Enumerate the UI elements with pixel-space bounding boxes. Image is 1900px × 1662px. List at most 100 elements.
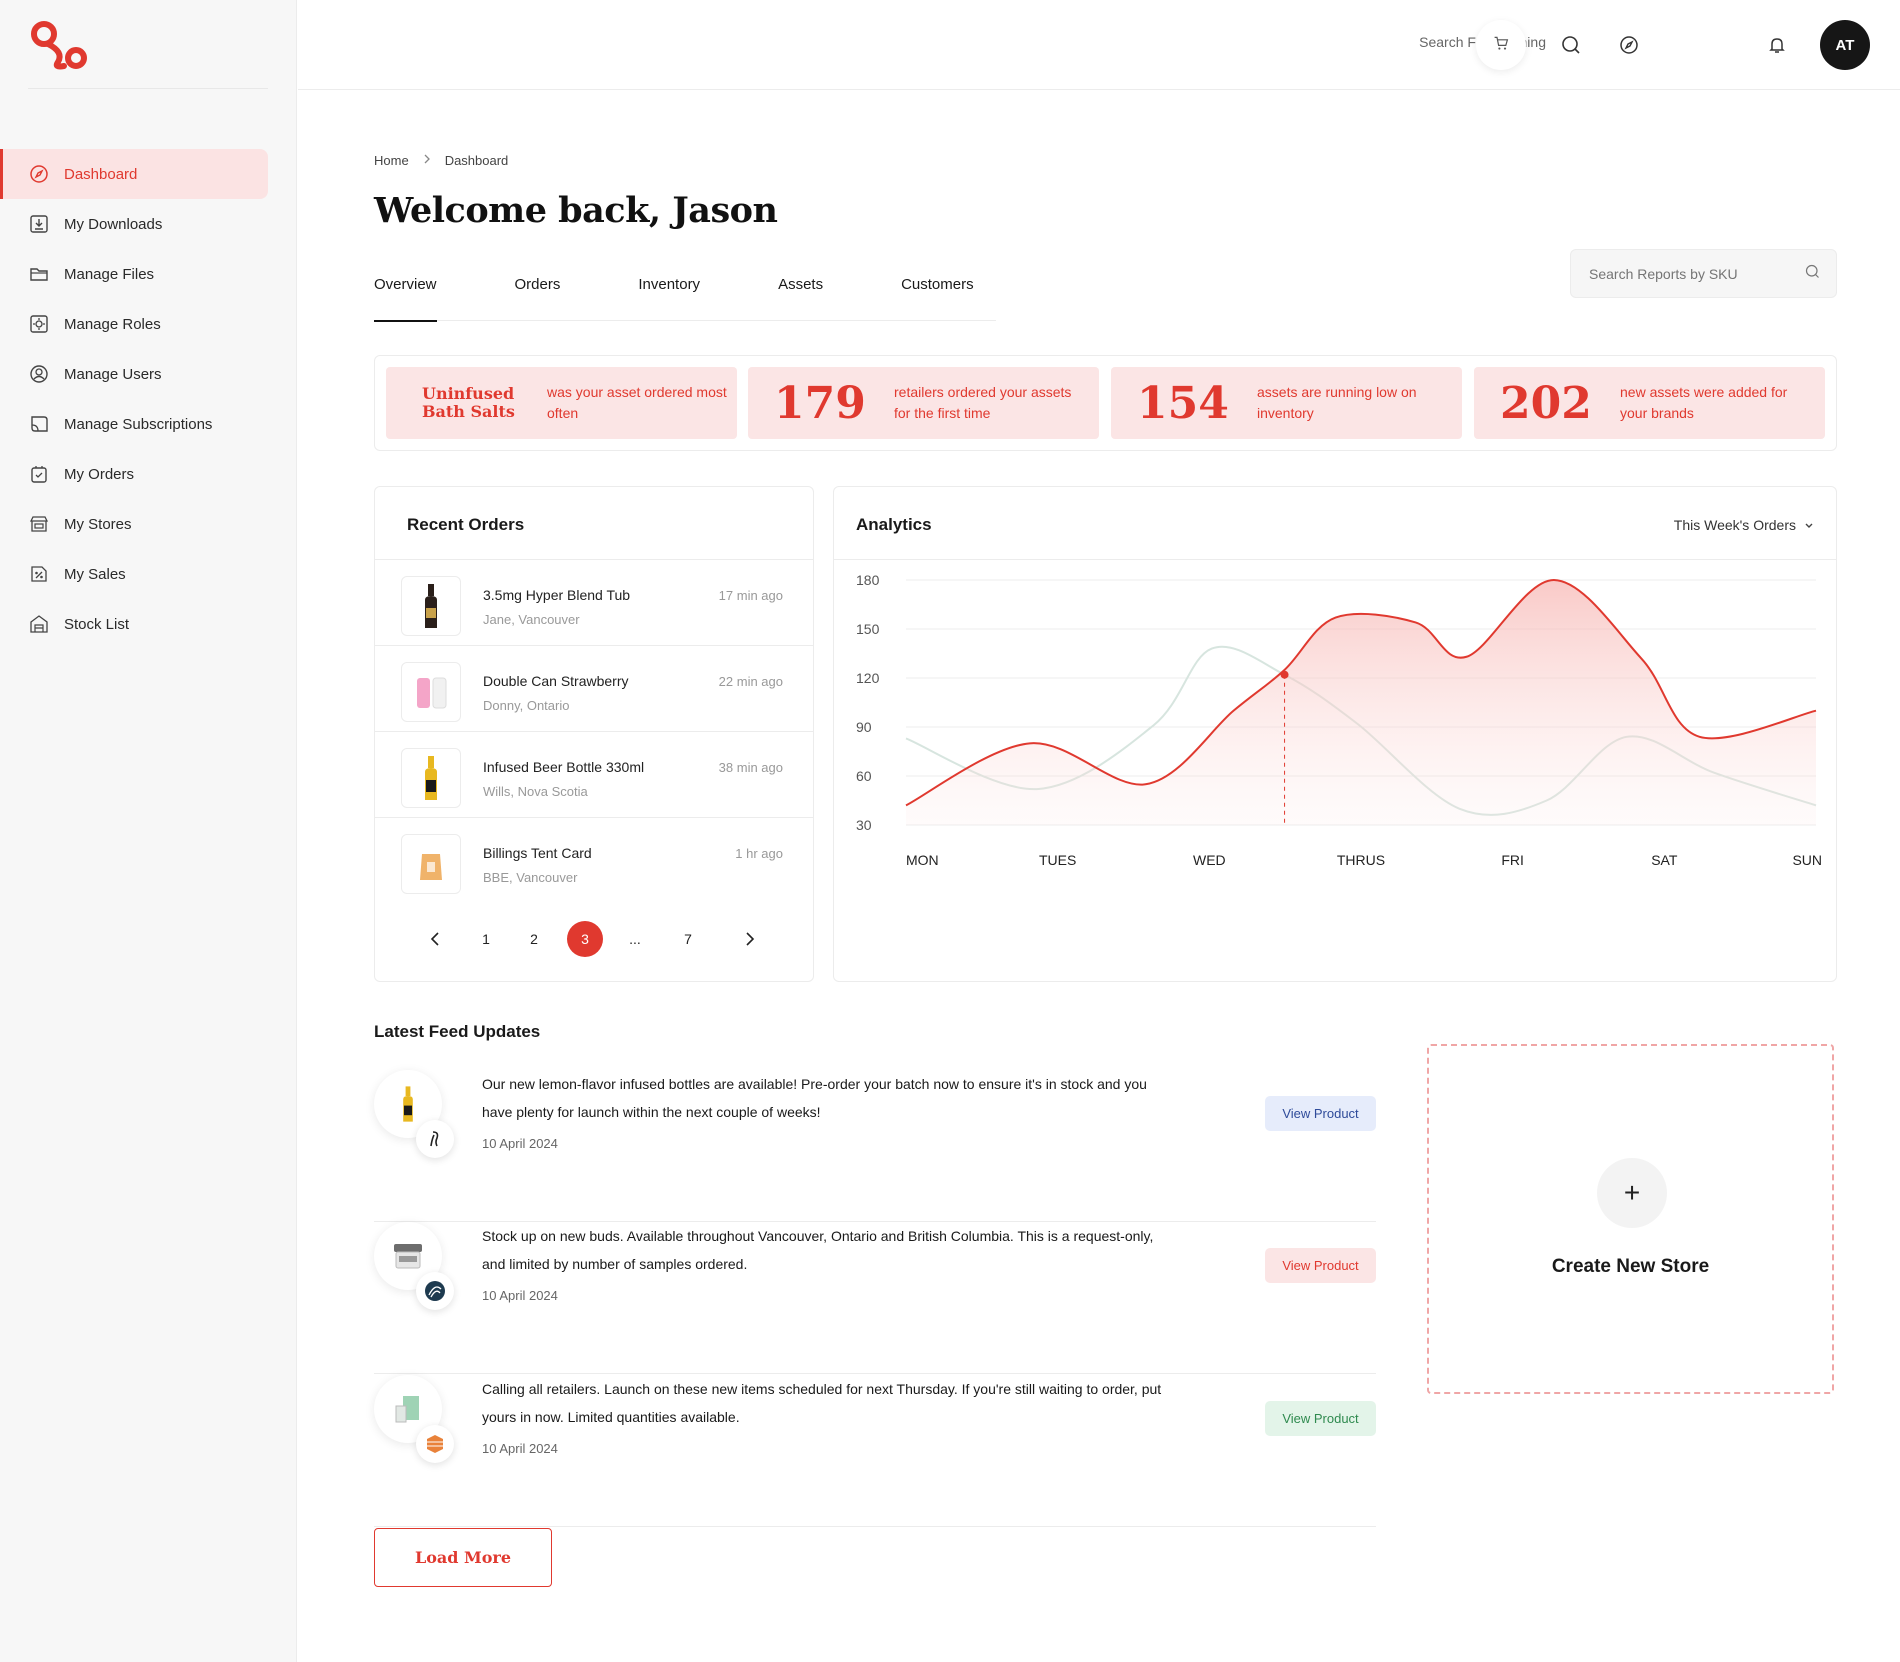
sidebar-item-my-sales[interactable]: My Sales — [0, 549, 268, 599]
sidebar-nav: Dashboard My Downloads Manage Files Mana… — [0, 149, 268, 649]
sidebar-item-label: Stock List — [64, 615, 130, 633]
pagination: 1 2 3 ... 7 — [375, 917, 813, 957]
page-button-current[interactable]: 3 — [567, 921, 603, 957]
bottle-icon — [425, 584, 437, 628]
tab-orders[interactable]: Orders — [514, 276, 561, 293]
y-tick-label: 60 — [856, 768, 872, 784]
store-icon — [28, 513, 50, 535]
dropdown-value: This Week's Orders — [1673, 517, 1796, 533]
breadcrumb: Home Dashboard — [374, 153, 508, 168]
order-product-name: Double Can Strawberry — [483, 673, 629, 689]
tab-assets[interactable]: Assets — [778, 276, 824, 293]
view-product-button[interactable]: View Product — [1265, 1248, 1376, 1283]
order-time: 38 min ago — [718, 760, 783, 775]
feed-item: Our new lemon-flavor infused bottles are… — [374, 1070, 1376, 1222]
brand-logo[interactable] — [28, 18, 92, 72]
sidebar-item-label: Manage Subscriptions — [64, 415, 213, 433]
compass-icon[interactable] — [1612, 28, 1646, 62]
x-tick-label: SUN — [1792, 852, 1822, 868]
load-more-button[interactable]: Load More — [374, 1528, 552, 1587]
page-button[interactable]: 1 — [482, 931, 490, 947]
sidebar-item-my-orders[interactable]: My Orders — [0, 449, 268, 499]
page-button[interactable]: 7 — [684, 931, 692, 947]
brand-badge-icon — [416, 1272, 454, 1310]
subscription-icon — [28, 413, 50, 435]
folder-icon — [28, 263, 50, 285]
stat-card-new-assets: 202 new assets were added for your brand… — [1474, 367, 1825, 439]
order-product-name: Infused Beer Bottle 330ml — [483, 759, 645, 775]
breadcrumb-home[interactable]: Home — [374, 153, 409, 168]
sidebar-item-my-downloads[interactable]: My Downloads — [0, 199, 268, 249]
search-icon[interactable] — [1805, 264, 1820, 284]
sidebar-item-label: My Stores — [64, 515, 132, 533]
sku-search-input[interactable] — [1589, 265, 1805, 282]
order-row[interactable]: Double Can Strawberry Donny, Ontario 22 … — [375, 646, 813, 732]
sidebar-item-manage-files[interactable]: Manage Files — [0, 249, 268, 299]
order-row[interactable]: 3.5mg Hyper Blend Tub Jane, Vancouver 17… — [375, 560, 813, 646]
sidebar-item-dashboard[interactable]: Dashboard — [0, 149, 268, 199]
sidebar-divider — [28, 88, 268, 89]
package-icon — [395, 1396, 419, 1423]
tab-overview[interactable]: Overview — [374, 274, 437, 322]
view-product-button[interactable]: View Product — [1265, 1401, 1376, 1436]
x-tick-label: FRI — [1501, 852, 1524, 868]
x-tick-label: TUES — [1039, 852, 1076, 868]
product-thumbnail — [401, 576, 461, 636]
view-product-button[interactable]: View Product — [1265, 1096, 1376, 1131]
recent-orders-title: Recent Orders — [407, 515, 525, 534]
chevron-down-icon — [1804, 517, 1814, 533]
y-tick-label: 150 — [856, 621, 880, 637]
next-page-button[interactable] — [732, 921, 768, 957]
feed-item: Stock up on new buds. Available througho… — [374, 1222, 1376, 1374]
series-line-primary — [905, 578, 1817, 807]
order-product-name: 3.5mg Hyper Blend Tub — [483, 587, 631, 603]
tent-card-icon — [420, 854, 442, 880]
analytics-period-dropdown[interactable]: This Week's Orders — [1674, 517, 1814, 533]
stat-value: 179 — [774, 377, 866, 429]
sidebar-item-stock-list[interactable]: Stock List — [0, 599, 268, 649]
stat-description: assets are running low on inventory — [1257, 384, 1417, 421]
cart-button[interactable] — [1476, 20, 1526, 70]
order-row[interactable]: Infused Beer Bottle 330ml Wills, Nova Sc… — [375, 732, 813, 818]
y-tick-label: 30 — [856, 817, 872, 833]
order-location: Wills, Nova Scotia — [483, 784, 588, 799]
sku-search-box — [1570, 249, 1837, 298]
breadcrumb-current: Dashboard — [444, 153, 509, 168]
feed-date: 10 April 2024 — [482, 1136, 558, 1151]
feed-title: Latest Feed Updates — [374, 1022, 541, 1041]
analytics-card: Analytics This Week's Orders 180 150 120 90… — [833, 486, 1837, 982]
order-location: BBE, Vancouver — [483, 870, 578, 885]
sidebar-item-my-stores[interactable]: My Stores — [0, 499, 268, 549]
sidebar-item-label: Manage Files — [64, 265, 155, 283]
sidebar-item-manage-roles[interactable]: Manage Roles — [0, 299, 268, 349]
tab-bar: Overview Orders Inventory Assets Custome… — [374, 274, 996, 322]
create-new-store-card[interactable]: + Create New Store — [1427, 1044, 1834, 1394]
sidebar-item-label: My Orders — [64, 465, 135, 483]
tab-inventory[interactable]: Inventory — [638, 276, 701, 293]
sidebar-item-manage-subscriptions[interactable]: Manage Subscriptions — [0, 399, 268, 449]
stat-description: retailers ordered your assets for the fi… — [894, 384, 1072, 421]
search-icon[interactable] — [1554, 28, 1588, 62]
order-row[interactable]: Billings Tent Card BBE, Vancouver 1 hr a… — [375, 818, 813, 904]
sidebar-item-manage-users[interactable]: Manage Users — [0, 349, 268, 399]
x-tick-label: MON — [906, 852, 939, 868]
feed-text: Our new lemon-flavor infused bottles are… — [482, 1076, 1147, 1120]
stat-value: 202 — [1500, 377, 1592, 429]
prev-page-button[interactable] — [417, 921, 453, 957]
brand-badge-icon — [416, 1425, 454, 1463]
page-button[interactable]: 2 — [530, 931, 538, 947]
order-time: 17 min ago — [718, 588, 783, 603]
product-thumbnail — [401, 748, 461, 808]
order-location: Jane, Vancouver — [483, 612, 580, 627]
highlight-point — [1280, 670, 1289, 679]
sidebar-item-label: My Downloads — [64, 215, 163, 233]
tab-customers[interactable]: Customers — [901, 276, 974, 293]
stat-value: 154 — [1137, 377, 1229, 429]
bell-icon[interactable] — [1760, 28, 1794, 62]
user-avatar[interactable]: AT — [1820, 20, 1870, 70]
cans-icon — [417, 677, 447, 709]
compass-icon — [28, 163, 50, 185]
analytics-title: Analytics — [856, 515, 932, 534]
plus-icon[interactable]: + — [1597, 1158, 1667, 1228]
chevron-right-icon — [423, 153, 431, 168]
